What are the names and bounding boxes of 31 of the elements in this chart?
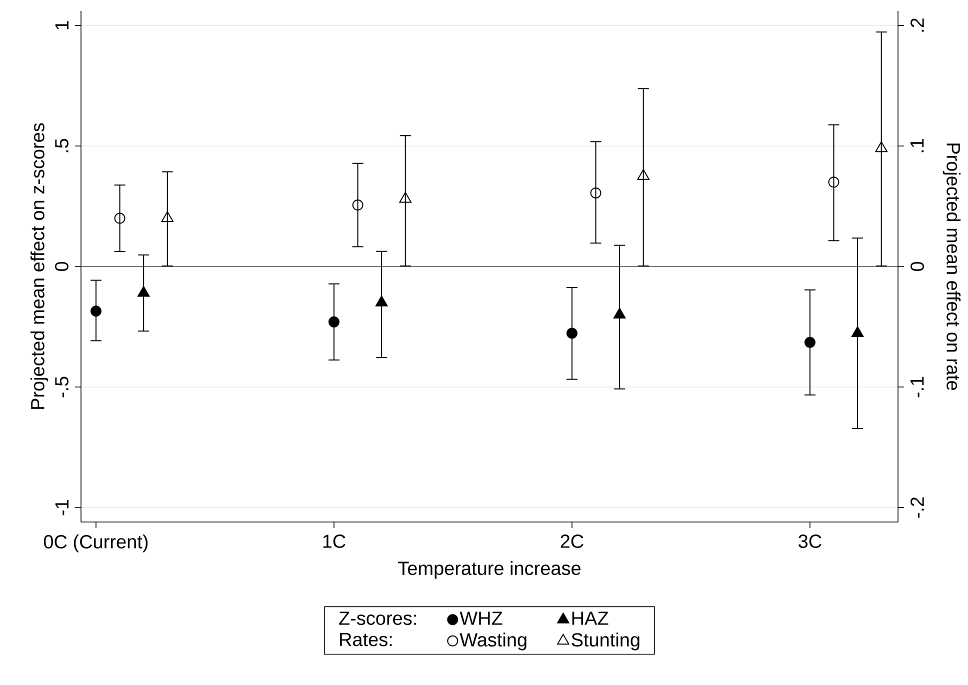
x-tick-label: 0C (Current)	[44, 534, 148, 552]
point	[875, 141, 888, 152]
point	[352, 200, 364, 211]
text: Rates:	[340, 632, 392, 646]
y2-tick-label: .2	[910, 18, 924, 32]
y2-tick-label: -.2	[910, 497, 924, 518]
point	[637, 169, 650, 180]
y-tick-label: -.5	[55, 376, 68, 398]
legend-label: WHZ	[460, 612, 502, 625]
y-tick-label: -1	[55, 500, 68, 516]
x-axis-title: Temperature increase	[398, 561, 580, 579]
y2-tick-label: .1	[910, 138, 924, 152]
y-tick-label: 0	[55, 262, 68, 272]
y-tick-label: 1	[55, 21, 68, 30]
y2-tick-label: 0	[910, 262, 924, 272]
x-tick-label: 2C	[560, 534, 584, 548]
point	[114, 212, 126, 224]
text: Z-scores:	[339, 612, 416, 625]
point	[161, 211, 174, 222]
legend-label: Stunting	[572, 632, 640, 650]
y2-axis-title: Projected mean effect on rate	[942, 144, 961, 390]
legend-label: Wasting	[460, 632, 526, 650]
x-tick-label: 3C	[798, 534, 822, 548]
point	[828, 176, 840, 188]
point	[590, 187, 602, 198]
y-axis-title: Projected mean effect on z-scores	[30, 123, 48, 409]
y-tick-label: .5	[55, 138, 68, 152]
legend-label: HAZ	[572, 612, 608, 625]
x-tick-label: 1C	[323, 534, 346, 548]
point	[399, 192, 412, 203]
y2-tick-label: -.1	[910, 376, 924, 398]
